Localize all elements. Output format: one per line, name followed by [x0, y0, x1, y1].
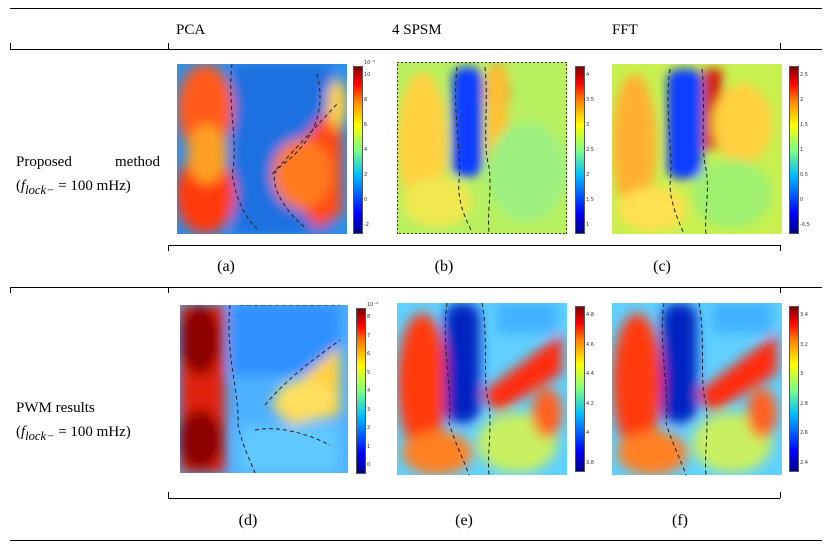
colorbar-tick-label: 4: [364, 147, 368, 153]
colorbar-tick-label: 1.5: [800, 122, 808, 128]
colorbar-tick-label: 1: [800, 147, 804, 153]
rule-tick: [10, 43, 11, 49]
heatmap-b-4spsm: [397, 62, 567, 234]
colorbar-tick-label: 3: [586, 122, 590, 128]
rule-tick: [780, 43, 781, 49]
colorbar-tick-label: 1.5: [586, 197, 594, 203]
colorbar-exponent: 10⁻³: [364, 60, 376, 66]
rule-tick: [168, 287, 169, 293]
row-label-pwm: PWM results (flock− = 100 mHz): [16, 396, 166, 448]
caption-a: (a): [217, 258, 235, 275]
colorbar-tick-label: 2: [367, 425, 371, 431]
colorbar-tick-label: 2.5: [586, 147, 594, 153]
colorbar-tick-label: 4: [367, 388, 371, 394]
rule-tick: [10, 287, 11, 293]
heatmap-d-pca: [180, 305, 348, 473]
colorbar-tick-label: 4: [586, 72, 590, 78]
top-rule: [10, 8, 822, 9]
colorbar-tick-label: 10: [364, 72, 371, 78]
colorbar-tick-label: 8: [364, 97, 368, 103]
row-label-word: method: [115, 154, 160, 170]
colorbar-tick-label: 7: [367, 332, 371, 339]
colorbar-tick-label: 2.4: [800, 460, 808, 466]
row-label-proposed: Proposed method (flock− = 100 mHz): [16, 150, 160, 202]
colorbar-tick-label: 1: [367, 443, 371, 450]
colorbar-c: [789, 66, 799, 234]
bottom-rule: [10, 540, 822, 541]
colorbar-tick-label: 4.6: [586, 341, 594, 348]
row-label-text: PWM results: [16, 400, 95, 416]
f-symbol: f: [21, 424, 26, 440]
colorbar-b: [575, 66, 585, 234]
header-rule: [10, 49, 822, 50]
heatmap-a-pca: [177, 64, 347, 234]
colorbar-tick-label: -0.5: [800, 222, 810, 228]
colorbar-e: [575, 306, 585, 472]
colorbar-tick-label: 3.2: [800, 341, 808, 348]
colorbar-a: [353, 66, 363, 234]
caption-b: (b): [434, 258, 454, 275]
column-header-fft: FFT: [612, 22, 638, 38]
caption-d: (d): [238, 512, 258, 529]
colorbar-tick-label: 3: [367, 406, 371, 413]
row1-caption-rule: [168, 245, 780, 246]
column-header-pca: PCA: [176, 22, 206, 38]
colorbar-tick-label: 0: [800, 197, 804, 203]
rule-tick: [780, 492, 781, 498]
colorbar-tick-label: 2: [800, 97, 804, 103]
row-label-paren: (: [16, 178, 21, 194]
colorbar-tick-label: 0.5: [800, 172, 808, 178]
row2-caption-rule: [168, 498, 780, 499]
rule-tick: [168, 43, 169, 49]
colorbar-tick-label: 2.6: [800, 430, 808, 437]
colorbar-tick-label: 2.5: [800, 72, 808, 78]
f-symbol: f: [21, 178, 26, 194]
f-subscript: lock−: [25, 183, 55, 197]
rule-tick: [168, 245, 169, 251]
rule-tick: [780, 287, 781, 293]
colorbar-tick-label: 3.8: [586, 460, 594, 466]
colorbar-tick-label: -2: [364, 222, 369, 228]
colorbar-tick-label: 1: [586, 222, 590, 228]
f-subscript: lock−: [25, 429, 55, 443]
colorbar-d: [356, 308, 366, 474]
colorbar-tick-label: 2: [586, 172, 590, 178]
colorbar-tick-label: 4.2: [586, 400, 594, 407]
colorbar-exponent: 10⁻³: [367, 302, 379, 308]
row-label-paren: (: [16, 424, 21, 440]
rule-tick: [168, 492, 169, 498]
colorbar-tick-label: 3.5: [586, 97, 594, 103]
colorbar-tick-label: 2.8: [800, 400, 808, 407]
row-label-frequency: = 100 mHz): [54, 178, 131, 194]
row-separator-rule: [10, 287, 822, 288]
caption-f: (f): [672, 512, 688, 529]
colorbar-tick-label: 3.4: [800, 312, 808, 318]
colorbar-tick-label: 5: [367, 369, 371, 376]
colorbar-tick-label: 3: [800, 371, 804, 378]
row-label-word: Proposed: [16, 154, 72, 170]
colorbar-tick-label: 2: [364, 172, 368, 178]
column-header-4spsm: 4 SPSM: [392, 22, 442, 38]
colorbar-tick-label: 6: [367, 351, 371, 357]
colorbar-tick-label: 4.4: [586, 371, 594, 378]
heatmap-f-fft: [612, 303, 782, 475]
heatmap-e-4spsm: [397, 303, 567, 475]
colorbar-tick-label: 0: [367, 462, 371, 468]
rule-tick: [780, 245, 781, 251]
caption-c: (c): [653, 258, 671, 275]
colorbar-tick-label: 8: [367, 314, 371, 320]
colorbar-tick-label: 4.8: [586, 312, 594, 318]
colorbar-f: [789, 306, 799, 472]
heatmap-c-fft: [612, 64, 782, 234]
colorbar-tick-label: 0: [364, 197, 368, 203]
row-label-frequency: = 100 mHz): [54, 424, 131, 440]
colorbar-tick-label: 4: [586, 430, 590, 437]
caption-e: (e): [455, 512, 473, 529]
colorbar-tick-label: 6: [364, 122, 368, 128]
